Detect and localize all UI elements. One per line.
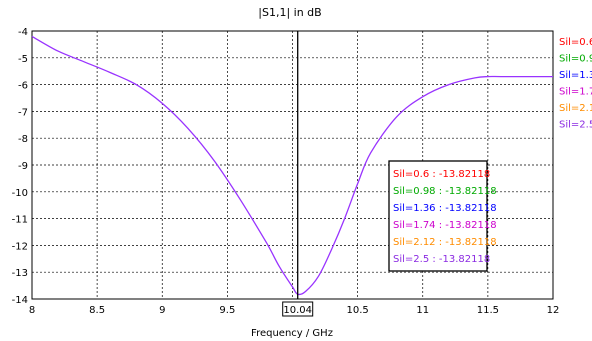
marker-x-box [282, 301, 314, 317]
x-tick-label: 9 [159, 305, 165, 316]
x-tick-label: 11 [416, 305, 429, 316]
x-tick-label: 8 [29, 305, 35, 316]
y-tick-label: -14 [12, 295, 28, 306]
x-tick-label: 9.5 [219, 305, 235, 316]
series-line [31, 35, 553, 296]
y-tick-label: -11 [12, 215, 28, 226]
y-tick-label: -7 [18, 107, 28, 118]
y-tick-label: -6 [18, 81, 28, 92]
y-tick-label: -10 [12, 188, 28, 199]
marker[interactable]: 10.04 Sil=0.6 : -13.82118 Sil=0.98 : -13.8… [282, 31, 497, 317]
legend-entry: Sil=2.5 [559, 120, 592, 131]
y-tick-label: -5 [18, 54, 28, 65]
legend-entry: Sil=2.12 [559, 103, 592, 114]
y-tick-label: -13 [12, 268, 28, 279]
x-axis-label: Frequency / GHz [251, 328, 333, 339]
grid [32, 31, 553, 299]
y-axis-ticks: -4 -5 -6 -7 -8 -9 -10 -11 -12 -13 -14 [12, 27, 28, 306]
legend-entry: Sil=1.74 [559, 87, 592, 98]
x-tick-label: 10.5 [346, 305, 368, 316]
y-tick-label: -8 [18, 134, 28, 145]
legend-entry: Sil=0.6 [559, 37, 592, 48]
x-tick-label: 11.5 [477, 305, 499, 316]
plot-frame [31, 30, 554, 300]
marker-readout-box [388, 160, 488, 272]
marker-readout-entry: Sil=0.98 : -13.82118 [393, 186, 497, 197]
legend: Sil=0.6 Sil=0.98 Sil=1.36 Sil=1.74 Sil=2.12 S… [559, 37, 592, 131]
series-curves [31, 35, 553, 296]
marker-readout-entry: Sil=1.74 : -13.82118 [393, 220, 497, 231]
marker-readout-entry: Sil=2.12 : -13.82118 [393, 237, 497, 248]
marker-readout-entry: Sil=1.36 : -13.82118 [393, 203, 497, 214]
legend-entry: Sil=0.98 [559, 54, 592, 65]
marker-readout-entry: Sil=2.5 : -13.82118 [393, 254, 490, 265]
legend-entry: Sil=1.36 [559, 70, 592, 81]
x-tick-label: 12 [547, 305, 560, 316]
y-tick-label: -4 [18, 27, 28, 38]
y-tick-label: -9 [18, 161, 28, 172]
marker-x-label: 10.04 [283, 305, 312, 316]
marker-readout-entry: Sil=0.6 : -13.82118 [393, 169, 490, 180]
chart-title: |S1,1| in dB [258, 6, 321, 19]
x-tick-label: 8.5 [89, 305, 105, 316]
y-tick-label: -12 [12, 241, 28, 252]
